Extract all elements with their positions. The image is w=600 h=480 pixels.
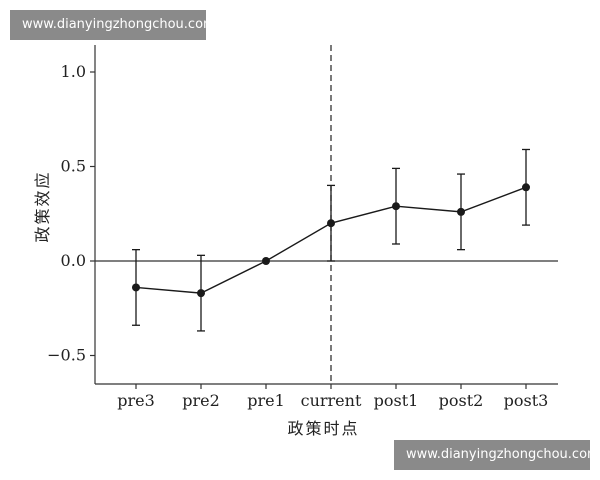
data-point <box>522 183 530 192</box>
y-axis-title: 政策效应 <box>33 170 52 242</box>
y-tick-label: 0.0 <box>61 251 86 270</box>
data-point <box>197 289 205 298</box>
x-axis-title: 政策时点 <box>287 419 359 438</box>
data-point <box>392 202 400 211</box>
watermark-top: www.dianyingzhongchou.com <box>10 10 216 40</box>
x-tick-label: post2 <box>439 391 484 410</box>
data-point <box>327 219 335 228</box>
x-tick-label: current <box>301 391 362 410</box>
axes: 1.0 0.5 0.0 −0.5 pre3 pre2 pre1 current post1 pos… <box>47 45 558 410</box>
y-tick-label: −0.5 <box>47 346 86 365</box>
x-tick-label: pre3 <box>117 391 155 410</box>
marks <box>132 148 530 332</box>
x-tick-label: pre2 <box>182 391 220 410</box>
data-point <box>132 283 140 292</box>
x-tick-label: post3 <box>504 391 549 410</box>
data-point <box>262 257 270 265</box>
y-tick-label: 1.0 <box>61 62 86 81</box>
y-tick-label: 0.5 <box>61 157 86 176</box>
watermark-bottom: www.dianyingzhongchou.com <box>394 440 600 470</box>
x-tick-label: post1 <box>374 391 419 410</box>
x-tick-label: pre1 <box>247 391 285 410</box>
data-point <box>457 207 465 216</box>
